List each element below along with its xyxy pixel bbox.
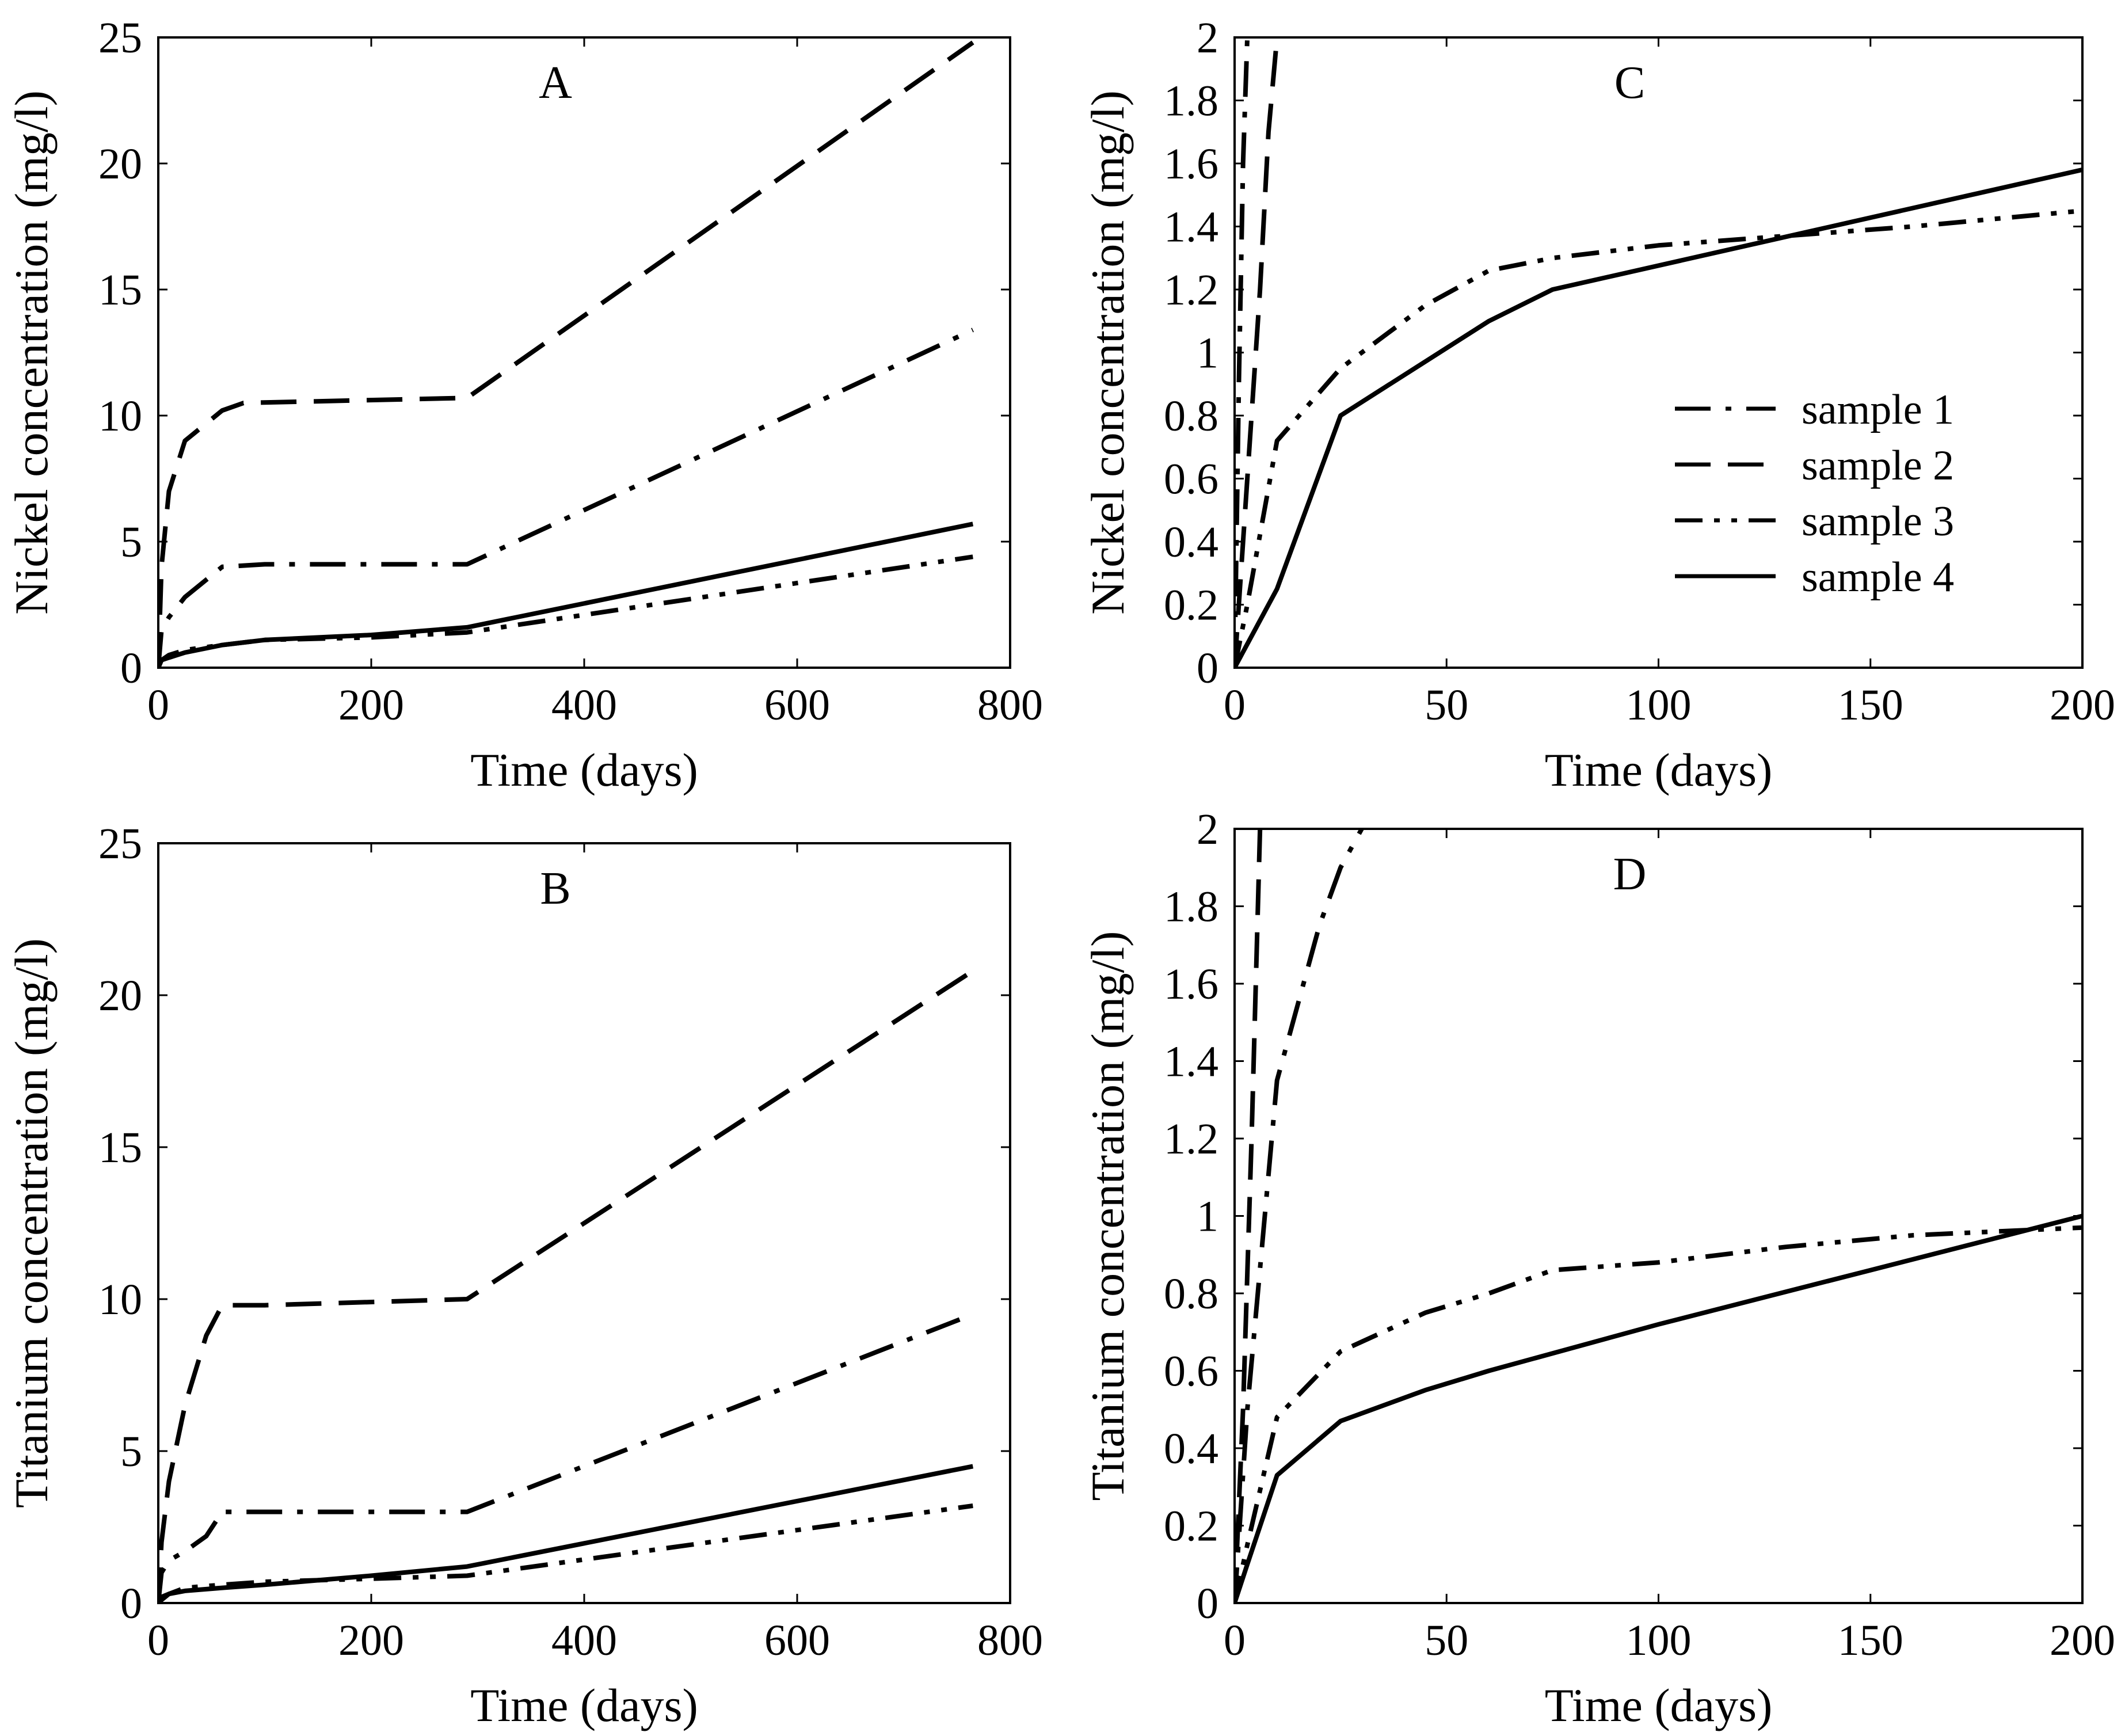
x-tick-label: 800 (977, 1616, 1043, 1665)
y-tick-label: 1.6 (1164, 960, 1218, 1008)
y-tick-label: 2 (1197, 14, 1218, 62)
y-axis-title: Nickel concentration (mg/l) (5, 90, 58, 615)
y-tick-label: 0 (1197, 1579, 1218, 1628)
y-tick-label: 0.4 (1164, 1425, 1218, 1473)
y-tick-label: 5 (120, 1427, 142, 1476)
y-tick-label: 0.6 (1164, 1347, 1218, 1396)
panel-D: 0 50 100 150 200 0 0.2 0.4 0.6 0.8 1 1.2 1.4 1.6 1.8 2 T… (1081, 805, 2115, 1731)
x-tick-label: 200 (338, 681, 404, 729)
y-tick-label: 20 (98, 972, 142, 1020)
series-line-sample-2 (1235, 829, 1263, 1603)
series-line-sample-4 (158, 521, 974, 668)
y-tick-label: 0.8 (1164, 392, 1218, 440)
panel-title: C (1614, 58, 1645, 108)
series-line-sample-1 (158, 1312, 974, 1603)
series-line-sample-4 (1235, 1213, 2082, 1603)
y-tick-label: 1.4 (1164, 203, 1218, 252)
x-axis-title: Time (days) (470, 744, 698, 796)
y-tick-label: 2 (1197, 805, 1218, 854)
x-tick-label: 150 (1838, 1616, 1903, 1665)
series-group (158, 40, 974, 668)
legend-label: sample 3 (1802, 498, 1954, 545)
series-line-sample-4 (158, 1464, 974, 1603)
y-tick-label: 1.8 (1164, 883, 1218, 931)
y-axis-title: Titanium concentration (mg/l) (5, 938, 58, 1508)
y-tick-label: 1.2 (1164, 266, 1218, 314)
x-axis-title: Time (days) (1545, 1679, 1773, 1731)
panel-title: A (539, 58, 572, 108)
x-tick-label: 0 (1224, 681, 1246, 729)
y-tick-label: 15 (98, 1124, 142, 1172)
x-axis-title: Time (days) (470, 1679, 698, 1731)
x-tick-label: 0 (147, 681, 169, 729)
legend-label: sample 2 (1802, 442, 1954, 489)
y-axis-title: Titanium concentration (mg/l) (1081, 931, 1134, 1501)
legend: sample 1 sample 2 sample 3 sample 4 (1675, 386, 1954, 601)
legend-label: sample 4 (1802, 554, 1954, 601)
legend-label: sample 1 (1802, 386, 1954, 433)
y-tick-label: 0.8 (1164, 1270, 1218, 1318)
y-tick-label: 10 (98, 1276, 142, 1324)
y-tick-label: 1.2 (1164, 1115, 1218, 1163)
y-tick-label: 1.4 (1164, 1038, 1218, 1086)
y-tick-label: 0.2 (1164, 581, 1218, 630)
series-group (1235, 829, 2082, 1603)
panel-A: 0 200 400 600 800 0 5 10 15 20 25 Time (days) Nickel… (5, 14, 1043, 796)
x-tick-label: 100 (1626, 1616, 1692, 1665)
x-tick-label: 150 (1838, 681, 1903, 729)
y-tick-label: 1 (1197, 1193, 1218, 1241)
x-tick-label: 50 (1425, 1616, 1468, 1665)
y-tick-label: 5 (120, 518, 142, 566)
series-line-sample-2 (158, 969, 974, 1603)
x-tick-label: 200 (2050, 1616, 2115, 1665)
series-line-sample-1 (1235, 829, 1364, 1603)
y-tick-label: 10 (98, 392, 142, 440)
x-tick-label: 800 (977, 681, 1043, 729)
y-tick-label: 0 (120, 1579, 142, 1628)
panel-title: D (1613, 849, 1647, 900)
panel-title: B (540, 863, 570, 914)
x-tick-label: 0 (1224, 1616, 1246, 1665)
y-tick-label: 0 (120, 644, 142, 692)
y-tick-label: 0.2 (1164, 1502, 1218, 1551)
x-tick-label: 600 (764, 1616, 830, 1665)
y-tick-label: 0.4 (1164, 518, 1218, 566)
y-tick-label: 1.6 (1164, 140, 1218, 188)
y-tick-label: 25 (98, 820, 142, 868)
x-tick-label: 50 (1425, 681, 1468, 729)
series-group (158, 969, 974, 1603)
x-axis-title: Time (days) (1545, 744, 1773, 796)
y-tick-label: 0 (1197, 644, 1218, 692)
y-axis-title: Nickel concentration (mg/l) (1081, 90, 1134, 615)
y-tick-label: 15 (98, 266, 142, 314)
y-tick-label: 25 (98, 14, 142, 62)
panel-C: 0 50 100 150 200 0 0.2 0.4 0.6 0.8 1 1.2 1.4 1.6 1.8 2 T… (1081, 14, 2115, 796)
x-tick-label: 400 (551, 1616, 617, 1665)
x-tick-label: 200 (338, 1616, 404, 1665)
series-line-sample-1 (158, 328, 974, 668)
y-tick-label: 0.6 (1164, 455, 1218, 504)
y-tick-label: 20 (98, 140, 142, 188)
series-line-sample-4 (1235, 167, 2082, 668)
series-line-sample-2 (1235, 37, 1279, 668)
x-tick-label: 200 (2050, 681, 2115, 729)
y-tick-label: 1 (1197, 329, 1218, 378)
x-tick-label: 600 (764, 681, 830, 729)
x-tick-label: 400 (551, 681, 617, 729)
x-tick-label: 0 (147, 1616, 169, 1665)
series-line-sample-2 (158, 40, 974, 668)
y-tick-label: 1.8 (1164, 77, 1218, 125)
panel-B: 0 200 400 600 800 0 5 10 15 20 25 Time (days) Titani… (5, 820, 1043, 1731)
series-group (1235, 37, 2082, 668)
x-tick-label: 100 (1626, 681, 1692, 729)
